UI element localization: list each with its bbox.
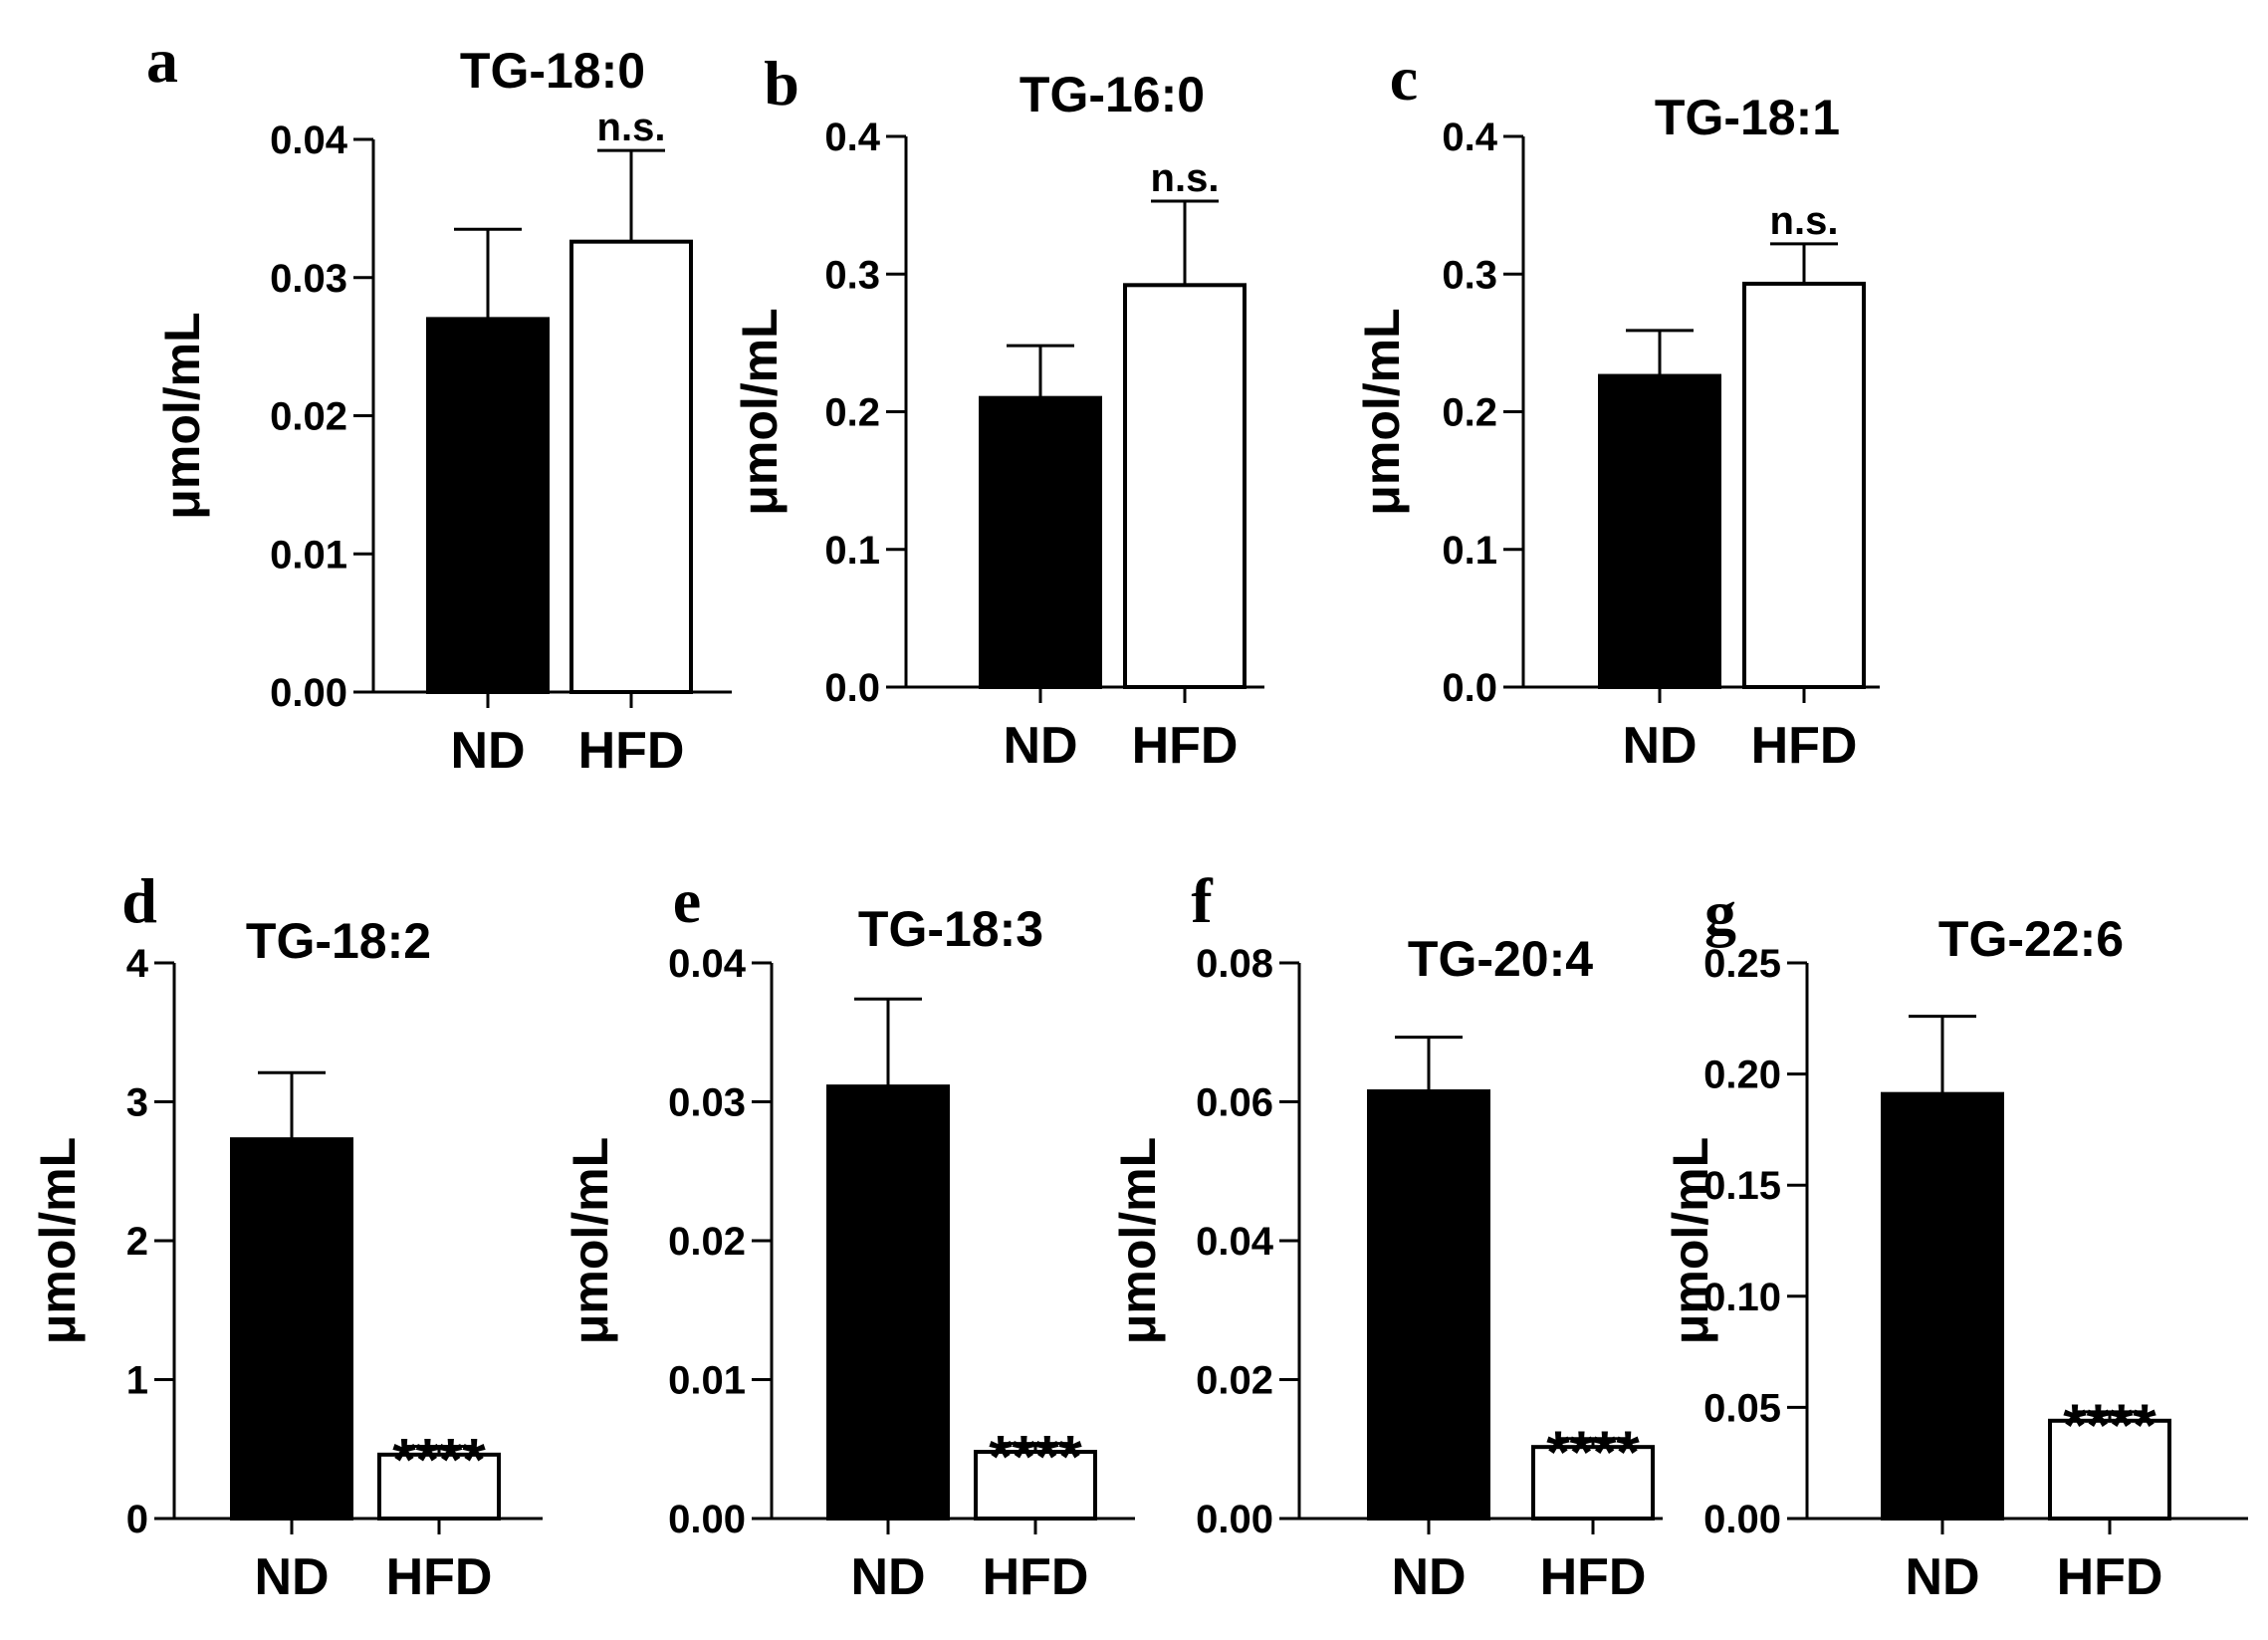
chart-title: TG-22:6 — [1938, 911, 2124, 967]
x-tick-label: ND — [850, 1548, 925, 1606]
y-tick-label: 0.4 — [824, 116, 880, 159]
x-tick-label: ND — [1905, 1548, 1979, 1606]
y-tick-label: 2 — [126, 1220, 148, 1264]
x-tick-label: HFD — [1751, 717, 1858, 775]
y-tick-label: 0.10 — [1703, 1276, 1781, 1319]
y-axis-label: μmol/mL — [1663, 1137, 1718, 1344]
panel-letter: g — [1704, 877, 1736, 948]
y-tick-label: 0.00 — [668, 1498, 746, 1541]
y-tick-label: 0.00 — [1703, 1498, 1781, 1541]
y-axis-label: μmol/mL — [30, 1137, 86, 1344]
y-tick-label: 0.2 — [1442, 391, 1497, 435]
chart-title: TG-20:4 — [1408, 931, 1593, 987]
y-tick-label: 0.02 — [1196, 1359, 1273, 1403]
y-tick-label: 0 — [126, 1498, 148, 1541]
bar-hfd — [2048, 1418, 2171, 1521]
y-axis-label: μmol/mL — [154, 312, 210, 519]
bar-hfd — [1742, 281, 1866, 689]
significance-label: n.s. — [1770, 199, 1839, 243]
bar-nd — [1881, 1091, 2004, 1521]
y-axis-label: μmol/mL — [1110, 1137, 1166, 1344]
panel-letter: b — [764, 48, 799, 118]
panel-f: f TG-20:4 μmol/mL 0.00 0.02 0.04 0.06 0.08 ND HFD… — [1110, 865, 1663, 1606]
y-tick-label: 0.1 — [1442, 529, 1497, 573]
bar-nd — [979, 395, 1102, 689]
y-tick-label: 3 — [126, 1081, 148, 1125]
y-tick-label: 0.04 — [270, 118, 348, 162]
y-tick-label: 0.00 — [1196, 1498, 1273, 1541]
y-tick-label: 0.01 — [270, 533, 347, 577]
y-axis-label: μmol/mL — [732, 308, 788, 515]
y-tick-label: 0.00 — [270, 671, 347, 715]
x-tick-label: HFD — [983, 1548, 1089, 1606]
bar-nd — [826, 1084, 950, 1522]
y-tick-label: 0.1 — [824, 529, 880, 573]
y-tick-label: 0.08 — [1196, 942, 1273, 986]
significance-label: **** — [989, 1424, 1082, 1491]
y-tick-label: 1 — [126, 1359, 148, 1403]
y-tick-label: 0.2 — [824, 391, 880, 435]
panel-letter: c — [1390, 43, 1418, 114]
significance-label: n.s. — [597, 106, 666, 149]
y-tick-label: 0.04 — [1196, 1220, 1274, 1264]
chart-title: TG-16:0 — [1020, 67, 1205, 122]
y-tick-label: 0.20 — [1703, 1054, 1781, 1097]
y-tick-label: 0.02 — [668, 1220, 746, 1264]
bar-hfd — [569, 239, 693, 695]
y-tick-label: 0.4 — [1442, 116, 1497, 159]
x-tick-label: HFD — [578, 722, 685, 780]
chart-title: TG-18:3 — [858, 901, 1043, 957]
y-tick-label: 0.03 — [270, 257, 347, 301]
y-tick-label: 0.25 — [1703, 942, 1781, 986]
y-tick-label: 0.04 — [668, 942, 747, 986]
significance-label: n.s. — [1151, 156, 1220, 200]
panel-b: b TG-16:0 μmol/mL 0.0 0.1 0.2 0.3 0.4 ND HFD n.s. — [732, 48, 1264, 775]
x-tick-label: ND — [450, 722, 525, 780]
y-tick-label: 0.03 — [668, 1081, 746, 1125]
x-tick-label: HFD — [1540, 1548, 1647, 1606]
y-tick-label: 0.06 — [1196, 1081, 1273, 1125]
panel-letter: f — [1191, 865, 1213, 936]
x-tick-label: ND — [254, 1548, 329, 1606]
y-axis-label: μmol/mL — [1354, 308, 1410, 515]
panel-letter: d — [121, 865, 157, 936]
panel-g: g TG-22:6 μmol/mL 0.00 0.05 0.10 0.15 0.20 0.25 N… — [1663, 877, 2248, 1606]
panel-letter: a — [146, 25, 178, 96]
y-tick-label: 0.0 — [824, 666, 880, 710]
panel-letter: e — [673, 865, 701, 936]
bar-nd — [426, 317, 550, 694]
y-axis-label: μmol/mL — [563, 1137, 618, 1344]
y-tick-label: 0.3 — [824, 253, 880, 297]
y-tick-label: 0.15 — [1703, 1164, 1781, 1208]
x-tick-label: ND — [1391, 1548, 1466, 1606]
x-tick-label: HFD — [2057, 1548, 2163, 1606]
y-tick-label: 0.0 — [1442, 666, 1497, 710]
panel-d: d TG-18:2 μmol/mL 0 1 2 3 4 ND HFD **** — [30, 865, 543, 1606]
chart-title: TG-18:0 — [460, 43, 645, 99]
bar-nd — [1598, 373, 1721, 689]
x-tick-label: HFD — [1132, 717, 1239, 775]
x-tick-label: ND — [1622, 717, 1697, 775]
significance-label: **** — [1546, 1419, 1640, 1486]
bar-nd — [1367, 1089, 1490, 1521]
bar-hfd — [1123, 283, 1247, 689]
bar-hfd — [377, 1452, 501, 1521]
y-tick-label: 0.05 — [1703, 1386, 1781, 1430]
y-tick-label: 0.01 — [668, 1359, 746, 1403]
y-tick-label: 4 — [126, 942, 149, 986]
y-tick-label: 0.02 — [270, 395, 347, 439]
x-tick-label: ND — [1003, 717, 1077, 775]
bar-nd — [230, 1137, 353, 1522]
chart-title: TG-18:1 — [1655, 90, 1840, 145]
significance-label: **** — [392, 1426, 486, 1493]
panel-a: a TG-18:0 μmol/mL 0.00 0.01 0.02 0.03 0.04 ND HFD… — [146, 25, 732, 780]
panel-e: e TG-18:3 μmol/mL 0.00 0.01 0.02 0.03 0.04 ND HFD… — [563, 865, 1135, 1606]
panel-c: c TG-18:1 μmol/mL 0.0 0.1 0.2 0.3 0.4 ND HFD n.s. — [1354, 43, 1880, 775]
chart-title: TG-18:2 — [246, 913, 431, 969]
x-tick-label: HFD — [386, 1548, 493, 1606]
significance-label: **** — [2063, 1392, 2156, 1459]
y-tick-label: 0.3 — [1442, 253, 1497, 297]
